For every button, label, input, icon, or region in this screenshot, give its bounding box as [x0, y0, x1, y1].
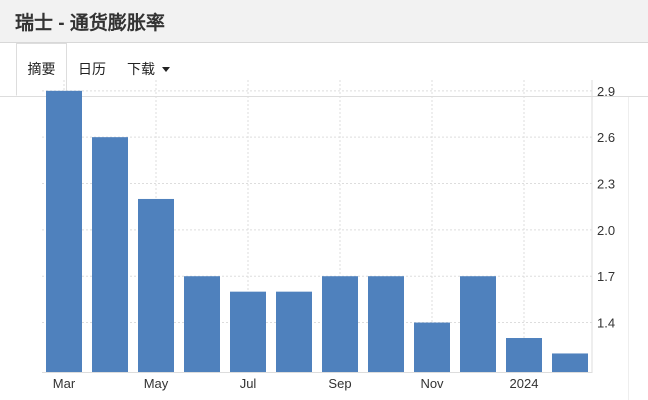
bar: [460, 276, 496, 372]
page-title: 瑞士 - 通货膨胀率: [15, 13, 165, 34]
caret-down-icon: [162, 67, 170, 72]
x-tick-label: Sep: [328, 376, 351, 391]
tab-download-label: 下载: [127, 61, 155, 77]
x-tick-label: May: [144, 376, 169, 391]
y-tick-label: 2.0: [597, 223, 615, 238]
bar: [276, 291, 312, 372]
tab-summary[interactable]: 摘要: [16, 43, 67, 96]
bar: [414, 322, 450, 372]
bar: [138, 198, 174, 372]
bar: [184, 276, 220, 372]
y-tick-label: 1.7: [597, 269, 615, 284]
x-tick-label: Mar: [53, 376, 76, 391]
tab-calendar-label: 日历: [78, 61, 106, 77]
bar: [506, 338, 542, 372]
bar: [322, 276, 358, 372]
bar: [92, 137, 128, 372]
page-header: 瑞士 - 通货膨胀率: [0, 0, 648, 43]
y-tick-label: 1.4: [597, 316, 615, 331]
y-tick-label: 2.3: [597, 177, 615, 192]
tab-download[interactable]: 下载: [127, 43, 170, 96]
bar: [46, 90, 82, 372]
bar: [230, 291, 266, 372]
tab-summary-label: 摘要: [27, 61, 56, 77]
bar: [368, 276, 404, 372]
x-tick-label: 2024: [510, 376, 539, 391]
y-tick-label: 2.9: [597, 84, 615, 99]
x-tick-label: Nov: [420, 376, 444, 391]
x-tick-label: Jul: [240, 376, 257, 391]
tab-bar: 摘要 日历 下载: [0, 43, 648, 97]
bar: [552, 353, 588, 372]
panel-border: [628, 97, 629, 400]
y-tick-label: 2.6: [597, 130, 615, 145]
tab-calendar[interactable]: 日历: [78, 43, 106, 96]
